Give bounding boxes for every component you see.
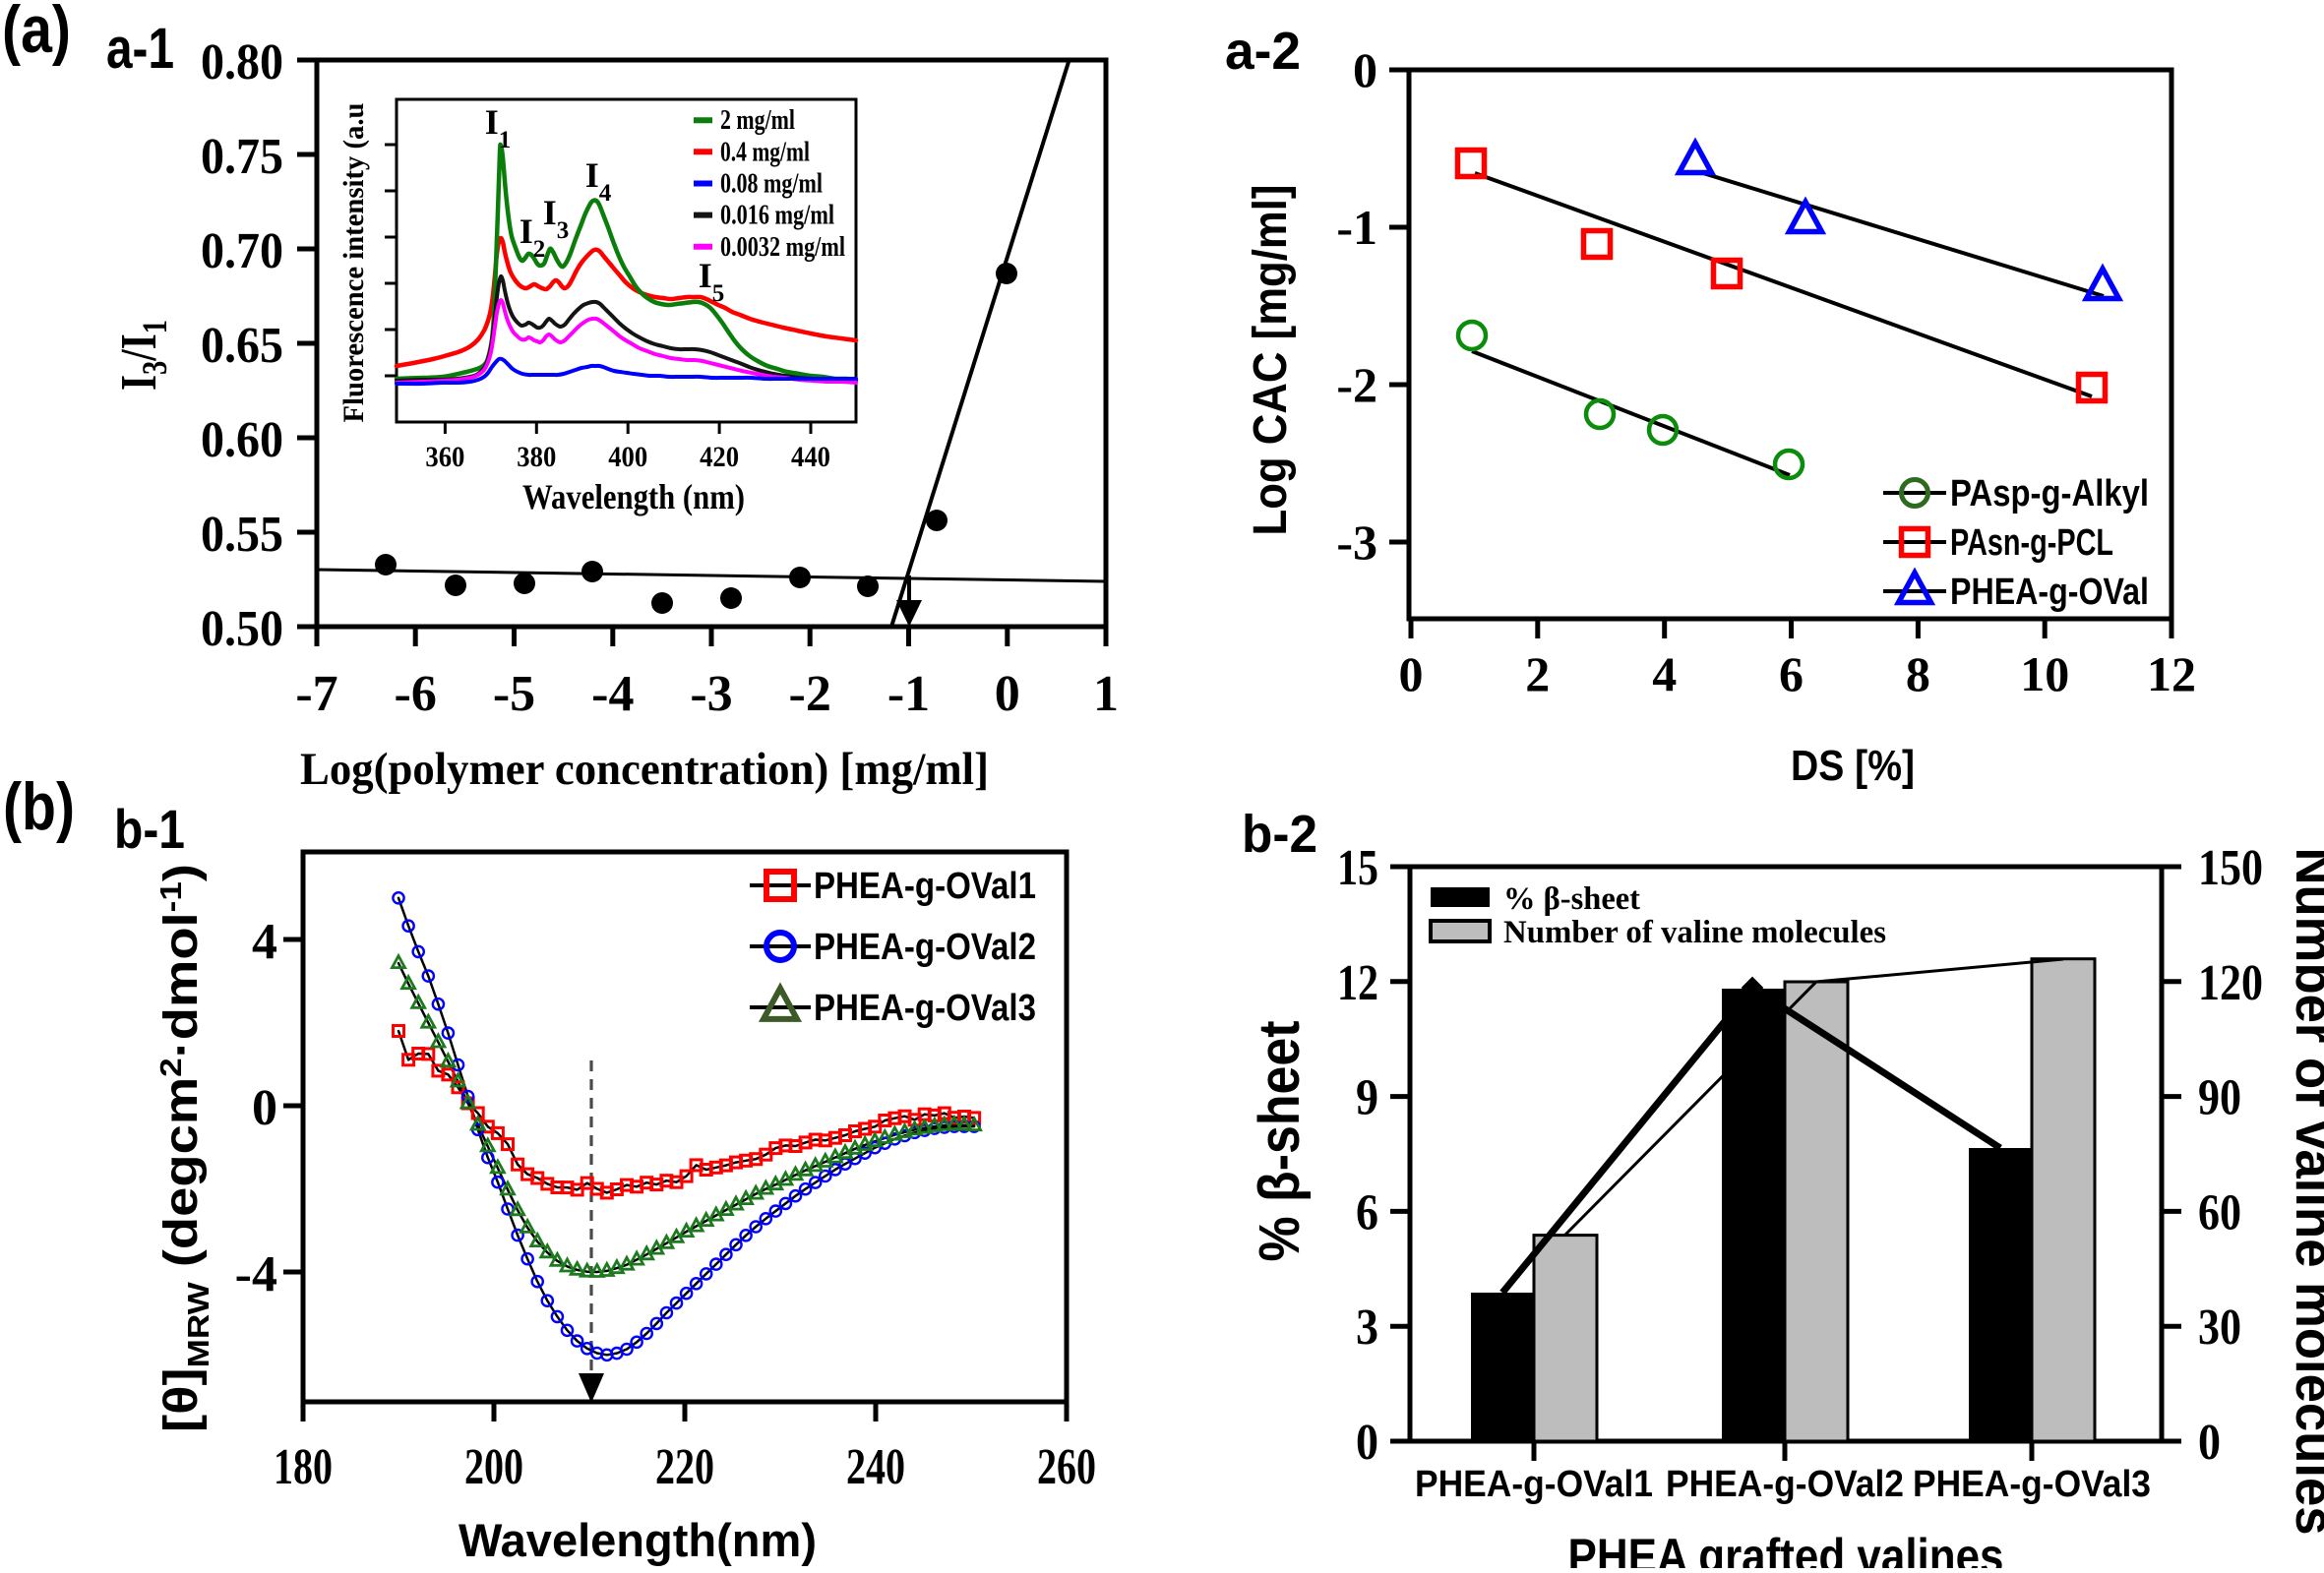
svg-text:6: 6 — [1779, 646, 1804, 701]
svg-text:PHEA-g-OVal3: PHEA-g-OVal3 — [814, 988, 1036, 1029]
svg-text:4: 4 — [1652, 646, 1677, 701]
svg-text:0.80: 0.80 — [201, 34, 283, 91]
svg-text:90: 90 — [2198, 1070, 2241, 1126]
svg-text:0: 0 — [1399, 646, 1424, 701]
svg-text:PHEA-g-OVal2: PHEA-g-OVal2 — [814, 927, 1036, 968]
svg-text:Fluorescence intensity (a.u: Fluorescence intensity (a.u — [337, 103, 370, 423]
svg-text:0.50: 0.50 — [201, 601, 283, 657]
svg-text:15: 15 — [1337, 840, 1378, 896]
svg-text:3: 3 — [1356, 1300, 1378, 1356]
svg-text:PHEA-g-OVal1: PHEA-g-OVal1 — [814, 866, 1036, 907]
svg-text:PHEA-g-OVal3: PHEA-g-OVal3 — [1913, 1464, 2151, 1505]
svg-text:PHEA-g-OVal2: PHEA-g-OVal2 — [1666, 1464, 1904, 1505]
svg-text:10: 10 — [2020, 646, 2069, 701]
svg-text:440: 440 — [791, 441, 830, 473]
svg-text:400: 400 — [608, 441, 647, 473]
svg-text:-4: -4 — [591, 666, 634, 722]
svg-text:-7: -7 — [295, 666, 337, 722]
svg-text:-1: -1 — [1336, 200, 1377, 255]
svg-text:8: 8 — [1906, 646, 1930, 701]
svg-text:0: 0 — [1356, 1415, 1378, 1471]
svg-text:4: 4 — [252, 914, 277, 970]
svg-text:Log CAC [mg/ml]: Log CAC [mg/ml] — [1245, 185, 1297, 536]
svg-text:200: 200 — [464, 1439, 523, 1495]
svg-text:a-2: a-2 — [1225, 22, 1301, 81]
svg-text:(a): (a) — [2, 0, 71, 67]
svg-text:-3: -3 — [690, 666, 732, 722]
svg-text:PAsn-g-PCL: PAsn-g-PCL — [1950, 522, 2113, 564]
svg-text:9: 9 — [1356, 1070, 1378, 1126]
svg-text:2 mg/ml: 2 mg/ml — [720, 105, 795, 136]
svg-text:Log(polymer concentration) [mg: Log(polymer concentration) [mg/ml] — [300, 744, 989, 795]
svg-text:PHEA grafted valines: PHEA grafted valines — [1568, 1529, 2004, 1568]
svg-text:0.65: 0.65 — [201, 318, 283, 374]
svg-text:30: 30 — [2198, 1300, 2241, 1356]
svg-text:6: 6 — [1356, 1184, 1378, 1240]
svg-text:Wavelength(nm): Wavelength(nm) — [459, 1514, 817, 1566]
svg-text:120: 120 — [2198, 955, 2263, 1011]
svg-text:I3/I1: I3/I1 — [111, 320, 174, 391]
svg-text:12: 12 — [2147, 646, 2196, 701]
svg-text:0.0032 mg/ml: 0.0032 mg/ml — [720, 232, 845, 263]
svg-text:DS [%]: DS [%] — [1791, 742, 1915, 790]
svg-text:0.016 mg/ml: 0.016 mg/ml — [720, 201, 834, 231]
svg-text:-2: -2 — [789, 666, 831, 722]
svg-text:Wavelength (nm): Wavelength (nm) — [522, 477, 745, 516]
svg-text:0.60: 0.60 — [201, 412, 283, 468]
svg-text:220: 220 — [655, 1439, 714, 1495]
svg-text:2: 2 — [1525, 646, 1550, 701]
svg-text:0: 0 — [1353, 42, 1377, 97]
svg-text:12: 12 — [1337, 955, 1378, 1011]
svg-text:0.4 mg/ml: 0.4 mg/ml — [720, 137, 810, 167]
svg-text:0: 0 — [2198, 1415, 2221, 1471]
svg-text:-5: -5 — [493, 666, 535, 722]
svg-text:% β-sheet: % β-sheet — [1248, 1021, 1312, 1262]
svg-text:% β-sheet: % β-sheet — [1503, 881, 1640, 917]
svg-text:-3: -3 — [1336, 514, 1377, 570]
svg-text:420: 420 — [700, 441, 739, 473]
svg-text:PAsp-g-Alkyl: PAsp-g-Alkyl — [1950, 473, 2149, 514]
svg-text:Number of valine molecules: Number of valine molecules — [2285, 848, 2324, 1536]
svg-text:380: 380 — [517, 441, 556, 473]
svg-text:-6: -6 — [395, 666, 437, 722]
svg-text:0.75: 0.75 — [201, 129, 283, 185]
svg-text:PHEA-g-OVal: PHEA-g-OVal — [1950, 572, 2149, 613]
svg-text:-2: -2 — [1336, 357, 1377, 412]
svg-text:a-1: a-1 — [106, 17, 174, 81]
svg-text:150: 150 — [2198, 840, 2263, 896]
svg-text:0.08 mg/ml: 0.08 mg/ml — [720, 169, 823, 200]
svg-text:0.55: 0.55 — [201, 507, 283, 563]
svg-text:(b): (b) — [3, 769, 75, 844]
svg-text:b-2: b-2 — [1242, 805, 1317, 864]
svg-text:-1: -1 — [887, 666, 930, 722]
svg-text:240: 240 — [846, 1439, 905, 1495]
svg-text:0: 0 — [252, 1080, 277, 1136]
svg-text:PHEA-g-OVal1: PHEA-g-OVal1 — [1415, 1464, 1653, 1505]
svg-text:180: 180 — [274, 1439, 333, 1495]
svg-text:Number of valine molecules: Number of valine molecules — [1503, 915, 1886, 950]
svg-text:360: 360 — [425, 441, 464, 473]
svg-text:0: 0 — [995, 666, 1020, 722]
svg-text:1: 1 — [1093, 666, 1119, 722]
svg-text:260: 260 — [1037, 1439, 1096, 1495]
svg-text:b-1: b-1 — [114, 798, 185, 860]
svg-text:60: 60 — [2198, 1184, 2241, 1240]
svg-text:0.70: 0.70 — [201, 223, 283, 279]
svg-text:-4: -4 — [235, 1246, 277, 1302]
